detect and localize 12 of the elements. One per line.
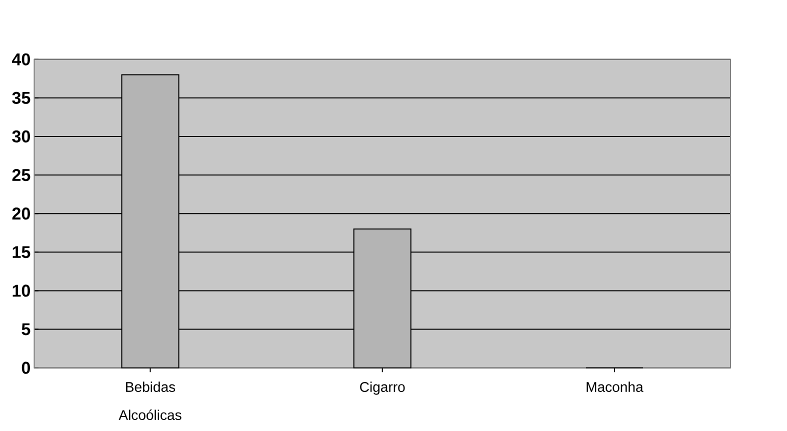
y-tick-label: 25 bbox=[12, 169, 30, 182]
y-tick-label: 5 bbox=[22, 324, 30, 336]
category-label: Bebidas Alcoólicas bbox=[118, 382, 182, 420]
y-tick-label: 30 bbox=[12, 130, 30, 143]
y-tick-label: 35 bbox=[12, 92, 30, 104]
y-tick-label: 20 bbox=[12, 208, 30, 220]
y-tick-label: 40 bbox=[12, 54, 30, 66]
x-tick-label: Maconha bbox=[586, 382, 644, 392]
y-tick-label: 15 bbox=[12, 246, 30, 258]
y-tick-label: 10 bbox=[12, 284, 30, 297]
y-tick-label: 0 bbox=[22, 362, 30, 374]
x-tick-label: Cigarro bbox=[360, 382, 405, 395]
